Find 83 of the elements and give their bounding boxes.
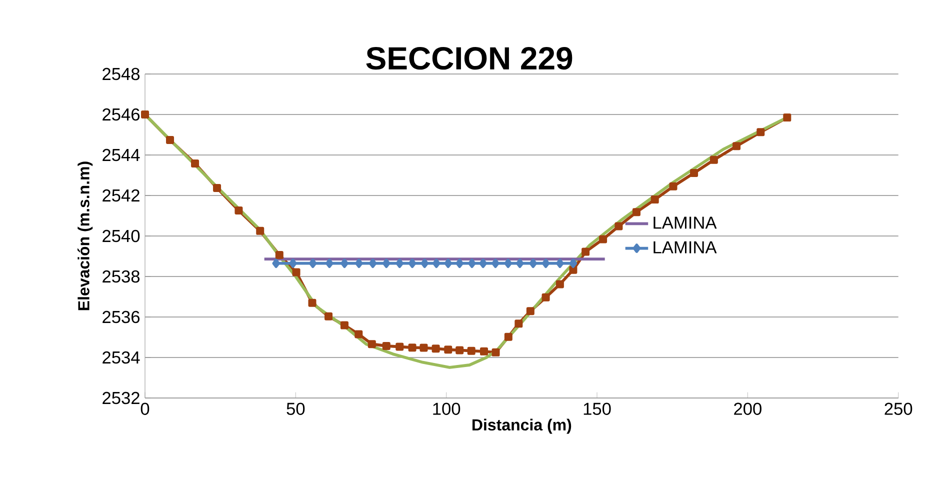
- point: [479, 258, 487, 268]
- y-tick-label: 2546: [102, 108, 140, 121]
- point: [396, 342, 404, 351]
- point: [396, 258, 404, 268]
- y-tick-label: 2542: [102, 189, 140, 202]
- point: [504, 258, 512, 268]
- point: [468, 258, 476, 268]
- point: [514, 320, 523, 328]
- point: [382, 258, 390, 268]
- point: [272, 258, 280, 268]
- y-tick-label: 2544: [102, 148, 140, 162]
- point: [354, 330, 363, 338]
- point: [308, 258, 317, 268]
- x-tick-label: 50: [286, 402, 305, 415]
- point: [492, 258, 500, 268]
- point: [526, 307, 534, 316]
- point: [556, 280, 564, 288]
- y-tick-label: 2548: [102, 68, 140, 80]
- y-tick-label: 2532: [102, 392, 140, 404]
- point: [669, 182, 678, 190]
- point: [444, 258, 452, 268]
- point: [432, 258, 440, 268]
- point: [420, 344, 428, 352]
- point: [582, 248, 590, 256]
- point: [480, 347, 488, 356]
- point: [275, 251, 284, 260]
- point: [368, 340, 376, 348]
- point: [382, 342, 390, 350]
- y-tick-label: 2534: [102, 351, 140, 364]
- x-axis-title: Distancia (m): [472, 418, 572, 434]
- point: [140, 110, 150, 118]
- point: [368, 258, 377, 268]
- y-axis-title: Elevación (m.s.n.m): [78, 162, 93, 310]
- legend-label: LAMINA: [654, 241, 717, 254]
- point: [324, 312, 333, 320]
- y-tick-label: 2540: [102, 230, 140, 242]
- y-tick-label: 2538: [102, 270, 140, 283]
- chart-title: SECCION 229: [366, 47, 572, 70]
- point: [614, 222, 623, 230]
- point: [340, 258, 348, 268]
- point: [599, 235, 608, 244]
- x-tick-label: 250: [884, 402, 912, 415]
- point: [408, 258, 416, 268]
- point: [632, 208, 640, 216]
- x-tick-label: 100: [433, 402, 460, 415]
- point: [289, 258, 297, 268]
- point: [467, 346, 476, 355]
- point: [529, 258, 537, 268]
- point: [166, 136, 174, 144]
- point: [732, 142, 741, 150]
- point: [191, 159, 200, 168]
- point: [420, 258, 429, 268]
- point: [340, 321, 348, 330]
- point: [213, 184, 222, 192]
- point: [492, 348, 500, 356]
- point: [650, 196, 659, 204]
- point: [326, 258, 334, 268]
- point: [408, 344, 416, 352]
- point: [456, 346, 464, 354]
- point: [234, 206, 243, 214]
- legend-label: LAMINA: [654, 216, 717, 229]
- point: [569, 258, 578, 268]
- point: [690, 169, 698, 178]
- x-tick-label: 0: [140, 402, 150, 415]
- point: [783, 114, 792, 122]
- point: [516, 258, 524, 268]
- point: [542, 293, 550, 302]
- point: [355, 258, 363, 268]
- point: [308, 298, 316, 307]
- x-tick-label: 150: [584, 402, 611, 415]
- x-tick-label: 200: [734, 402, 762, 415]
- point: [292, 268, 300, 276]
- point: [444, 346, 452, 354]
- point: [504, 332, 512, 341]
- point: [256, 226, 264, 235]
- point: [756, 128, 765, 136]
- point: [556, 258, 564, 268]
- point: [569, 266, 578, 274]
- point: [456, 258, 464, 268]
- point: [432, 344, 440, 353]
- y-tick-label: 2536: [102, 310, 140, 324]
- point: [710, 156, 718, 164]
- point: [542, 258, 550, 268]
